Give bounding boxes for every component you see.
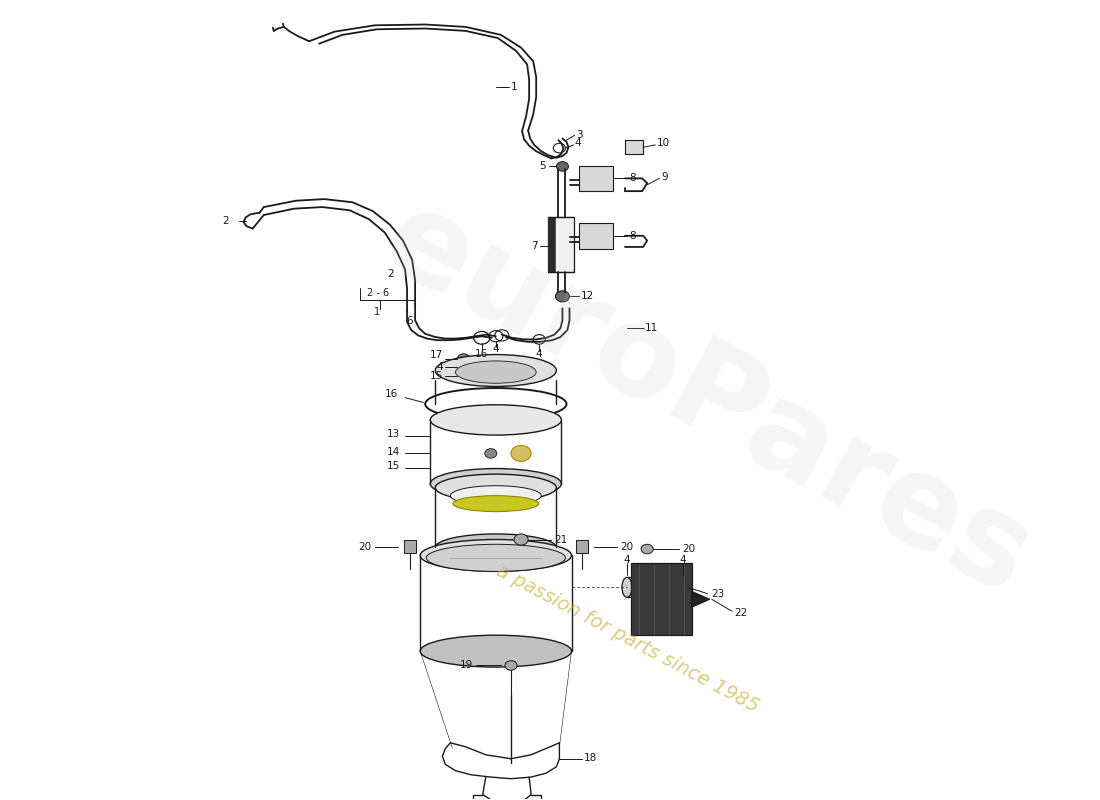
Text: 20: 20 [682,544,695,554]
Text: 7: 7 [531,241,538,251]
Text: 20: 20 [620,542,634,552]
Text: 15: 15 [387,461,400,471]
Bar [625,140,644,154]
Text: 8: 8 [629,230,636,241]
Circle shape [459,363,469,371]
Ellipse shape [436,474,557,502]
Circle shape [459,372,469,380]
Text: 4: 4 [679,555,685,565]
Ellipse shape [420,539,572,571]
Bar [548,217,573,273]
Text: 1: 1 [512,82,518,92]
Ellipse shape [430,405,561,435]
Bar [404,540,416,553]
Bar [579,166,613,191]
Text: 5: 5 [540,162,547,171]
Text: 4: 4 [536,349,542,358]
Bar [548,217,556,273]
Text: 18: 18 [584,753,597,763]
Text: 13: 13 [387,430,400,439]
Text: 21: 21 [554,534,568,545]
Bar [631,563,692,635]
Text: 4: 4 [624,555,630,565]
Ellipse shape [621,578,632,598]
Text: 4: 4 [437,362,443,372]
Text: 14: 14 [387,447,400,457]
Text: euroPares: euroPares [364,179,1052,621]
Ellipse shape [436,534,557,561]
Text: 17: 17 [430,350,443,360]
Circle shape [557,162,569,171]
Text: 2 - 6: 2 - 6 [366,288,388,298]
Ellipse shape [678,578,688,598]
Circle shape [512,446,531,462]
Text: 4: 4 [493,344,499,354]
Text: 4: 4 [574,138,581,148]
Ellipse shape [450,486,541,506]
Text: 20: 20 [359,542,372,552]
Text: 22: 22 [734,608,747,618]
Circle shape [556,290,570,302]
Text: 16: 16 [475,349,488,358]
Text: 23: 23 [711,589,724,598]
Text: 15: 15 [430,371,443,381]
Text: 6: 6 [407,316,414,326]
Text: 10: 10 [658,138,670,148]
Polygon shape [692,591,710,607]
Circle shape [485,449,497,458]
Ellipse shape [436,354,557,386]
Text: 3: 3 [576,130,583,139]
Text: 12: 12 [581,291,594,302]
Circle shape [458,354,470,363]
Bar [579,223,613,249]
Circle shape [514,534,528,545]
Text: 1: 1 [374,307,379,318]
Text: 16: 16 [385,390,398,399]
Circle shape [505,661,517,670]
Circle shape [641,544,653,554]
Ellipse shape [453,496,539,512]
Text: 19: 19 [460,661,473,670]
Text: 8: 8 [629,174,636,183]
Text: 2: 2 [387,269,394,279]
Text: 9: 9 [661,172,668,182]
Ellipse shape [420,635,572,667]
Text: 2: 2 [222,216,229,226]
Ellipse shape [455,361,536,383]
Ellipse shape [426,544,565,571]
Bar [627,578,682,598]
Text: 11: 11 [646,323,659,334]
Bar [575,540,587,553]
Text: a passion for parts since 1985: a passion for parts since 1985 [493,562,761,717]
Ellipse shape [430,469,561,499]
